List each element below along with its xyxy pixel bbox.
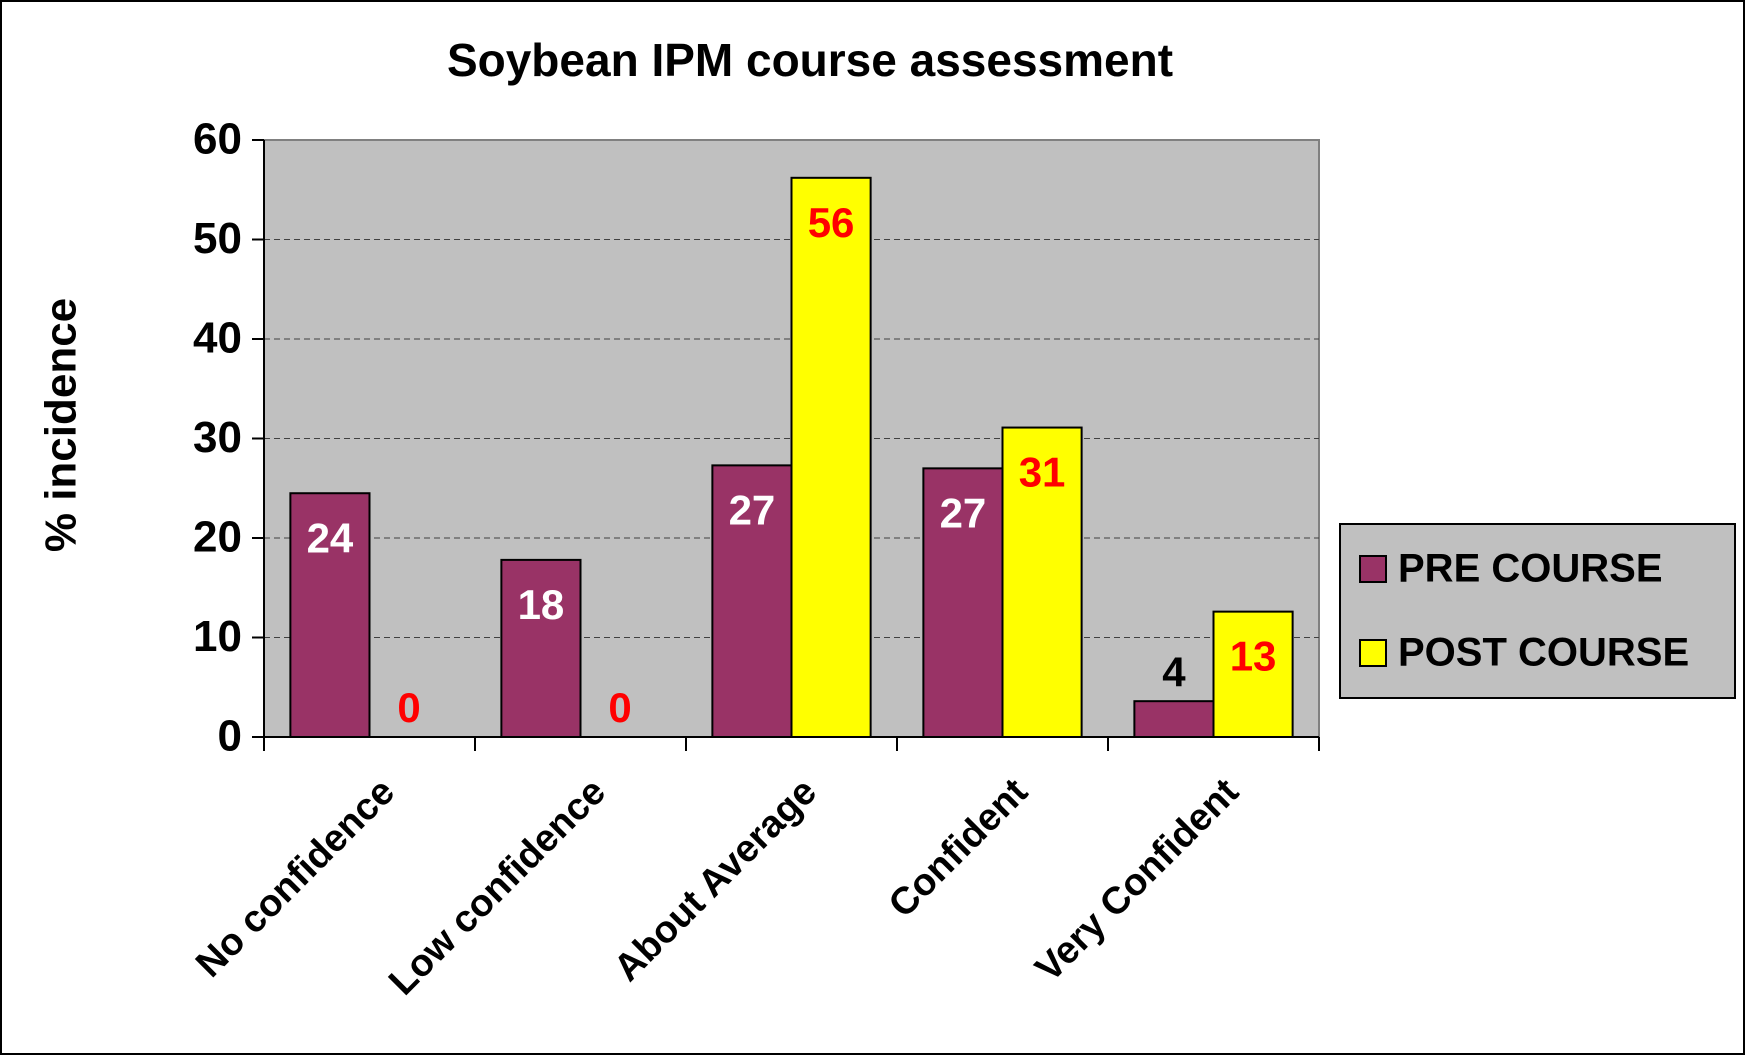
bar xyxy=(922,467,1004,738)
y-tick-label: 40 xyxy=(193,314,242,363)
y-tick-label: 20 xyxy=(193,513,242,562)
data-label: 27 xyxy=(729,486,776,533)
y-tick-label: 10 xyxy=(193,612,242,661)
data-label: 13 xyxy=(1230,633,1277,680)
legend-swatch xyxy=(1359,639,1387,667)
bar xyxy=(1001,426,1083,738)
legend-box xyxy=(1339,523,1736,699)
bar xyxy=(711,464,793,738)
bar xyxy=(790,176,872,738)
data-label: 18 xyxy=(518,581,565,628)
y-tick-label: 60 xyxy=(193,115,242,164)
data-label: 4 xyxy=(1162,648,1186,695)
bar xyxy=(1133,700,1215,738)
chart-title: Soybean IPM course assessment xyxy=(447,34,1173,86)
y-tick-label: 50 xyxy=(193,214,242,263)
bar xyxy=(1212,610,1294,739)
legend-label: POST COURSE xyxy=(1398,631,1689,675)
legend-swatch xyxy=(1359,555,1387,583)
data-label: 56 xyxy=(808,199,855,246)
data-label: 27 xyxy=(940,489,987,536)
bar xyxy=(289,492,371,738)
data-label: 0 xyxy=(397,684,420,731)
y-axis-label: % incidence xyxy=(37,298,86,552)
y-tick-label: 30 xyxy=(193,413,242,462)
y-tick-label: 0 xyxy=(218,712,242,761)
data-label: 24 xyxy=(307,514,354,561)
data-label: 0 xyxy=(608,684,631,731)
legend-label: PRE COURSE xyxy=(1398,547,1663,591)
data-label: 31 xyxy=(1019,449,1066,496)
bar xyxy=(500,558,582,739)
